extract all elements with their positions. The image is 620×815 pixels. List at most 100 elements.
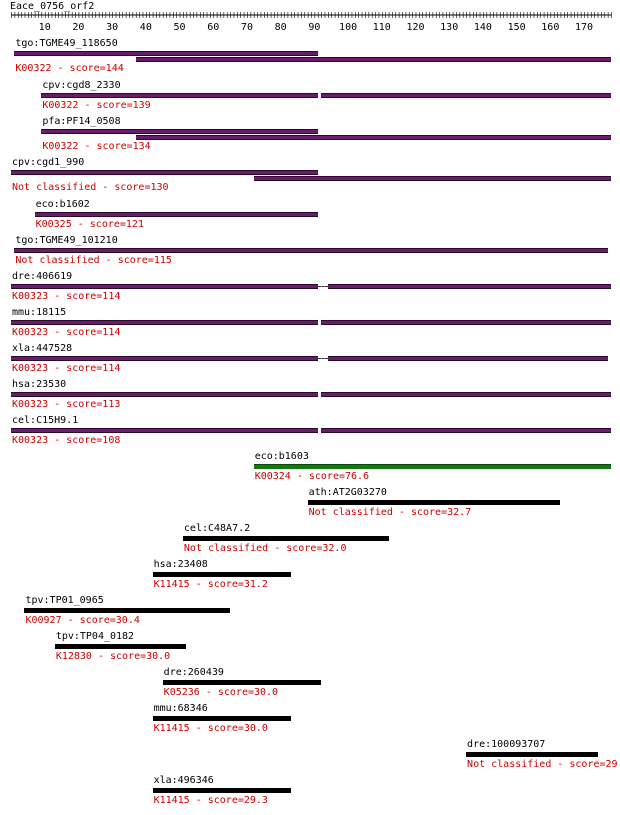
alignment-bar[interactable] xyxy=(41,129,318,134)
hit-row[interactable]: tpv:TP01_0965 K00927 - score=30.4 xyxy=(0,595,620,629)
hit-name[interactable]: tgo:TGME49_118650 xyxy=(15,38,118,49)
hit-name[interactable]: mmu:68346 xyxy=(153,703,208,714)
hit-row[interactable]: hsa:23408 K11415 - score=31.2 xyxy=(0,559,620,593)
hit-row[interactable]: xla:447528 K00323 - score=114 xyxy=(0,343,620,377)
hit-name[interactable]: xla:496346 xyxy=(153,775,214,786)
hit-row[interactable]: hsa:23530 K00323 - score=113 xyxy=(0,379,620,413)
alignment-bar[interactable] xyxy=(152,788,291,793)
hit-row[interactable]: eco:b1603 K00324 - score=76.6 xyxy=(0,451,620,485)
ruler-tick-label: 50 xyxy=(174,22,186,33)
ruler-tick-label: 100 xyxy=(339,22,357,33)
alignment-bar[interactable] xyxy=(466,752,598,757)
hit-name[interactable]: dre:100093707 xyxy=(467,739,546,750)
alignment-bar[interactable] xyxy=(11,356,318,361)
ruler-tick-label: 60 xyxy=(207,22,219,33)
hit-row[interactable]: dre:100093707 Not classified - score=29 xyxy=(0,739,620,773)
alignment-bar[interactable] xyxy=(321,392,611,397)
alignment-bar[interactable] xyxy=(11,170,318,175)
hit-score: K00325 - score=121 xyxy=(35,219,144,230)
ruler-tick-label: 20 xyxy=(72,22,84,33)
hit-score: K00322 - score=144 xyxy=(15,63,124,74)
hit-row[interactable]: tgo:TGME49_101210 Not classified - score=… xyxy=(0,235,620,269)
hit-name[interactable]: tpv:TP04_0182 xyxy=(55,631,135,642)
alignment-bar[interactable] xyxy=(24,608,231,613)
alignment-bar[interactable] xyxy=(327,284,611,289)
alignment-bar[interactable] xyxy=(321,320,611,325)
hit-score: Not classified - score=115 xyxy=(15,255,172,266)
hit-name[interactable]: cel:C15H9.1 xyxy=(12,415,79,426)
alignment-bar[interactable] xyxy=(14,51,318,56)
hit-row[interactable]: dre:406619 K00323 - score=114 xyxy=(0,271,620,305)
ruler-tick-label: 10 xyxy=(39,22,51,33)
hit-name[interactable]: hsa:23408 xyxy=(153,559,208,570)
hit-row[interactable]: cpv:cgd8_2330 K00322 - score=139 xyxy=(0,80,620,114)
hit-name[interactable]: cpv:cgd1_990 xyxy=(12,157,85,168)
alignment-bar[interactable] xyxy=(11,428,318,433)
alignment-bar[interactable] xyxy=(11,392,318,397)
hit-row[interactable]: ath:AT2G03270 Not classified - score=32.7 xyxy=(0,487,620,521)
hit-row[interactable]: cel:C48A7.2 Not classified - score=32.0 xyxy=(0,523,620,557)
hit-score: K00323 - score=113 xyxy=(12,399,121,410)
alignment-bar[interactable] xyxy=(307,500,561,505)
hit-row[interactable]: cpv:cgd1_990 Not classified - score=130 xyxy=(0,157,620,193)
hit-name[interactable]: eco:b1603 xyxy=(254,451,309,462)
hit-row[interactable]: mmu:18115 K00323 - score=114 xyxy=(0,307,620,341)
ruler-tick-label: 40 xyxy=(140,22,152,33)
alignment-bar[interactable] xyxy=(321,428,611,433)
alignment-bar[interactable] xyxy=(162,680,322,685)
alignment-bar[interactable] xyxy=(321,93,611,98)
alignment-bar[interactable] xyxy=(327,356,608,361)
ruler-tick-label: 130 xyxy=(440,22,458,33)
hit-name[interactable]: xla:447528 xyxy=(12,343,73,354)
hit-score: K11415 - score=30.0 xyxy=(153,723,268,734)
hit-name[interactable]: pfa:PF14_0508 xyxy=(42,116,121,127)
alignment-bar[interactable] xyxy=(182,536,389,541)
hit-row[interactable]: xla:496346 K11415 - score=29.3 xyxy=(0,775,620,809)
hit-score: Not classified - score=32.0 xyxy=(183,543,347,554)
ruler-tick-label: 120 xyxy=(406,22,424,33)
alignment-bar[interactable] xyxy=(14,248,608,253)
alignment-bar[interactable] xyxy=(54,644,187,649)
hit-score: K11415 - score=29.3 xyxy=(153,795,268,806)
hit-score: Not classified - score=32.7 xyxy=(308,507,472,518)
alignment-bar[interactable] xyxy=(152,572,291,577)
hit-row[interactable]: dre:260439 K05236 - score=30.0 xyxy=(0,667,620,701)
ruler-tick-label: 110 xyxy=(373,22,391,33)
hit-name[interactable]: dre:406619 xyxy=(12,271,73,282)
hit-row[interactable]: mmu:68346 K11415 - score=30.0 xyxy=(0,703,620,737)
alignment-bar[interactable] xyxy=(135,135,611,140)
hit-name[interactable]: cel:C48A7.2 xyxy=(183,523,251,534)
hit-name[interactable]: hsa:23530 xyxy=(12,379,67,390)
hit-name[interactable]: tgo:TGME49_101210 xyxy=(15,235,118,246)
hit-score: K00323 - score=114 xyxy=(12,327,121,338)
alignment-gap xyxy=(317,286,328,287)
alignment-bar[interactable] xyxy=(253,464,611,469)
alignment-bar[interactable] xyxy=(11,320,318,325)
alignment-bar[interactable] xyxy=(34,212,318,217)
hit-score: K00322 - score=134 xyxy=(42,141,151,152)
hit-score: K00323 - score=114 xyxy=(12,291,121,302)
hit-row[interactable]: tgo:TGME49_118650 K00322 - score=144 xyxy=(0,38,620,74)
alignment-bar[interactable] xyxy=(11,284,318,289)
hit-name[interactable]: dre:260439 xyxy=(163,667,224,678)
hit-score: Not classified - score=130 xyxy=(12,182,169,193)
hit-name[interactable]: eco:b1602 xyxy=(35,199,90,210)
hit-score: K00323 - score=108 xyxy=(12,435,121,446)
hit-name[interactable]: ath:AT2G03270 xyxy=(308,487,387,498)
hit-row[interactable]: eco:b1602 K00325 - score=121 xyxy=(0,199,620,233)
hit-score: K00323 - score=114 xyxy=(12,363,121,374)
hit-score: K12830 - score=30.0 xyxy=(55,651,171,662)
position-ruler: 10 20 30 40 50 60 70 80 90 100 110 120 130 140 150 160 1… xyxy=(11,12,612,33)
ruler-tick-label: 70 xyxy=(241,22,253,33)
hit-name[interactable]: mmu:18115 xyxy=(12,307,67,318)
alignment-bar[interactable] xyxy=(253,176,611,181)
alignment-bar[interactable] xyxy=(41,93,318,98)
alignment-bar[interactable] xyxy=(152,716,291,721)
hit-name[interactable]: cpv:cgd8_2330 xyxy=(42,80,121,91)
hit-row[interactable]: pfa:PF14_0508 K00322 - score=134 xyxy=(0,116,620,152)
hit-name[interactable]: tpv:TP01_0965 xyxy=(25,595,104,606)
alignment-bar[interactable] xyxy=(135,57,611,62)
hit-row[interactable]: tpv:TP04_0182 K12830 - score=30.0 xyxy=(0,631,620,665)
hit-row[interactable]: cel:C15H9.1 K00323 - score=108 xyxy=(0,415,620,449)
hit-score: K00927 - score=30.4 xyxy=(25,615,140,626)
